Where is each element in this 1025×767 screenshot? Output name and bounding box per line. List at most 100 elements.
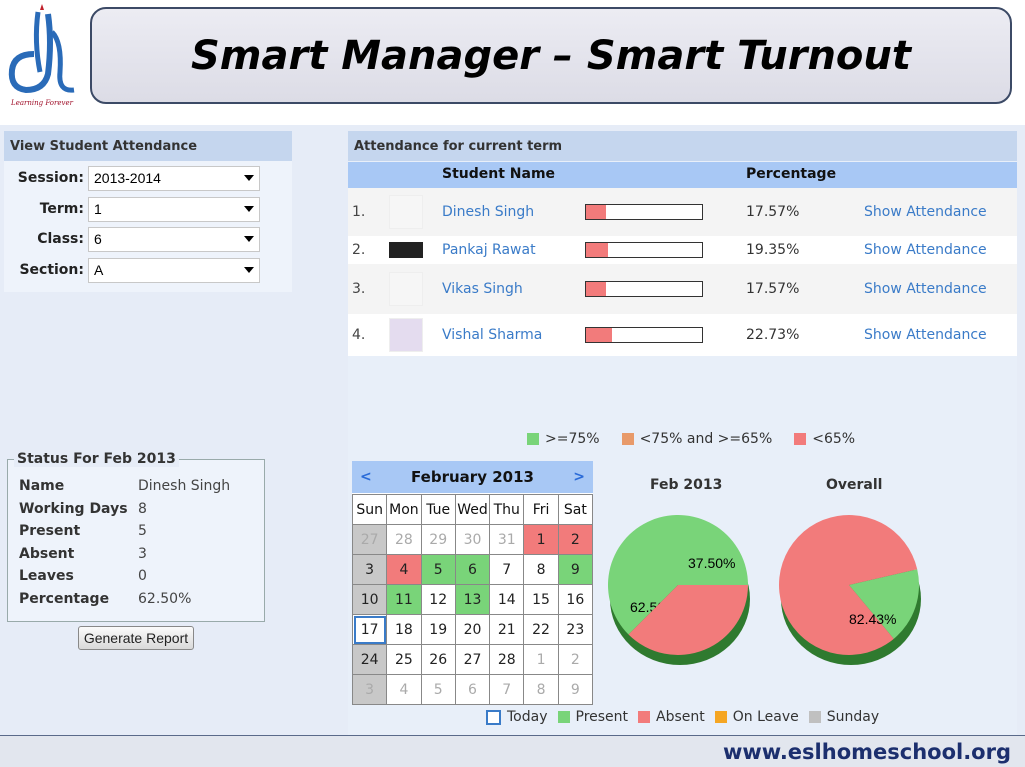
calendar-day[interactable]: 23: [557, 614, 594, 645]
student-name-link[interactable]: Pankaj Rawat: [442, 242, 536, 258]
chevron-down-icon: [244, 267, 254, 273]
status-row: Leaves 0: [19, 568, 147, 584]
student-photo: [389, 272, 423, 306]
calendar-day[interactable]: 9: [557, 554, 594, 585]
session-value: 2013-2014: [94, 170, 161, 186]
calendar-day[interactable]: 4: [386, 554, 422, 585]
calendar-day[interactable]: 3: [351, 554, 388, 585]
calendar-day[interactable]: 22: [523, 614, 559, 645]
table-row: 4. Vishal Sharma 22.73% Show Attendance: [348, 314, 1017, 356]
status-key: Leaves: [19, 568, 74, 584]
calendar-day[interactable]: 7: [489, 674, 525, 705]
attendance-calendar: < February 2013 > Sun Mon Tue Wed Thu Fri Sat …: [351, 461, 594, 705]
calendar-day[interactable]: 28: [489, 644, 525, 675]
calendar-day[interactable]: 28: [386, 524, 422, 555]
section-value: A: [94, 262, 104, 278]
term-select[interactable]: 1: [88, 196, 260, 222]
weekday-header: Fri: [523, 494, 559, 525]
chevron-down-icon: [244, 236, 254, 242]
show-attendance-link[interactable]: Show Attendance: [864, 204, 987, 220]
calendar-day[interactable]: 3: [351, 674, 388, 705]
filter-panel-title: View Student Attendance: [4, 131, 292, 161]
status-key: Present: [19, 523, 81, 539]
calendar-day[interactable]: 7: [489, 554, 525, 585]
attendance-panel-title: Attendance for current term: [348, 131, 1017, 161]
title-banner: Smart Manager – Smart Turnout: [90, 7, 1012, 104]
legend-label: On Leave: [732, 709, 799, 725]
calendar-day[interactable]: 24: [351, 644, 388, 675]
show-attendance-link[interactable]: Show Attendance: [864, 281, 987, 297]
legend-item: On Leave: [714, 709, 799, 725]
legend-item: <75% and >=65%: [621, 431, 772, 447]
calendar-day[interactable]: 1: [523, 524, 559, 555]
chevron-down-icon: [244, 175, 254, 181]
calendar-day[interactable]: 14: [489, 584, 525, 615]
calendar-day[interactable]: 19: [420, 614, 456, 645]
footer-url: www.eslhomeschool.org: [722, 740, 1011, 764]
calendar-day[interactable]: 18: [386, 614, 422, 645]
session-select[interactable]: 2013-2014: [88, 165, 260, 191]
calendar-day[interactable]: 26: [420, 644, 456, 675]
next-month-button[interactable]: >: [573, 469, 585, 485]
section-label: Section:: [19, 262, 84, 278]
legend-swatch: [486, 709, 501, 725]
calendar-day[interactable]: 6: [454, 554, 491, 585]
calendar-day[interactable]: 1: [523, 644, 559, 675]
legend-swatch: [808, 711, 821, 723]
attendance-bar-fill: [586, 328, 613, 342]
calendar-day[interactable]: 6: [454, 674, 491, 705]
weekday-header: Tue: [420, 494, 456, 525]
class-select[interactable]: 6: [88, 226, 260, 252]
status-panel-title: Status For Feb 2013: [14, 451, 179, 467]
pie-slice-present: [849, 569, 919, 639]
calendar-day[interactable]: 4: [386, 674, 422, 705]
page-title: Smart Manager – Smart Turnout: [191, 32, 911, 79]
calendar-grid: Sun Mon Tue Wed Thu Fri Sat 27 28 29 30 31 1 2 3 4 5 6 7 8…: [351, 494, 594, 705]
legend-item: Today: [486, 709, 548, 725]
calendar-day[interactable]: 8: [523, 674, 559, 705]
status-row: Name Dinesh Singh: [19, 478, 230, 494]
calendar-day[interactable]: 11: [386, 584, 422, 615]
attendance-bar-fill: [586, 205, 607, 219]
attendance-percentage: 17.57%: [746, 204, 800, 220]
calendar-day[interactable]: 16: [557, 584, 594, 615]
show-attendance-link[interactable]: Show Attendance: [864, 242, 987, 258]
prev-month-button[interactable]: <: [360, 469, 372, 485]
col-percentage: Percentage: [746, 166, 837, 182]
calendar-day[interactable]: 5: [420, 674, 456, 705]
legend-swatch: [557, 711, 570, 723]
student-name-link[interactable]: Vishal Sharma: [442, 327, 543, 343]
calendar-day[interactable]: 15: [523, 584, 559, 615]
calendar-day[interactable]: 31: [489, 524, 525, 555]
student-name-link[interactable]: Vikas Singh: [442, 281, 523, 297]
attendance-bar: [585, 327, 703, 343]
status-panel: Name Dinesh Singh Working Days 8 Present 5 …: [7, 459, 265, 622]
calendar-day[interactable]: 17: [351, 614, 388, 645]
legend-item: Sunday: [808, 709, 879, 725]
calendar-day[interactable]: 27: [454, 644, 491, 675]
student-name-link[interactable]: Dinesh Singh: [442, 204, 535, 220]
calendar-day[interactable]: 2: [557, 524, 594, 555]
calendar-day[interactable]: 27: [351, 524, 388, 555]
legend-swatch: [794, 433, 807, 445]
calendar-day[interactable]: 9: [557, 674, 594, 705]
calendar-day[interactable]: 21: [489, 614, 525, 645]
calendar-day[interactable]: 10: [351, 584, 388, 615]
calendar-day[interactable]: 13: [454, 584, 491, 615]
calendar-day[interactable]: 8: [523, 554, 559, 585]
section-select[interactable]: A: [88, 257, 260, 283]
calendar-day[interactable]: 29: [420, 524, 456, 555]
legend-swatch: [621, 433, 634, 445]
generate-report-button[interactable]: Generate Report: [78, 626, 194, 650]
legend-item: Present: [557, 709, 628, 725]
show-attendance-link[interactable]: Show Attendance: [864, 327, 987, 343]
legend-label: >=75%: [545, 431, 600, 447]
table-row: 1. Dinesh Singh 17.57% Show Attendance: [348, 188, 1017, 236]
calendar-day[interactable]: 12: [420, 584, 456, 615]
calendar-day[interactable]: 5: [420, 554, 456, 585]
status-key: Percentage: [19, 591, 110, 607]
calendar-day[interactable]: 2: [557, 644, 594, 675]
calendar-day[interactable]: 25: [386, 644, 422, 675]
calendar-day[interactable]: 20: [454, 614, 491, 645]
calendar-day[interactable]: 30: [454, 524, 491, 555]
